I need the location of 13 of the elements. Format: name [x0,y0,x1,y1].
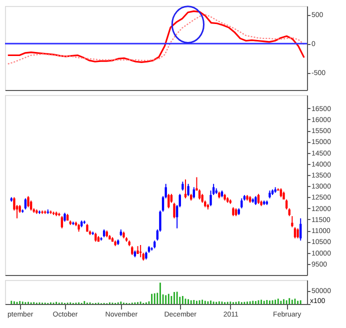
candlestick [27,196,30,208]
candlestick [187,183,190,197]
candlestick [30,200,32,212]
candlestick [299,218,302,242]
candlestick [296,228,299,239]
candlestick [198,188,201,200]
candlestick [24,198,27,210]
candlestick [257,193,260,204]
candlestick [291,216,294,228]
candlestick [60,216,64,229]
candlestick [139,244,142,258]
candlestick [285,198,288,210]
candlestick [173,202,176,219]
